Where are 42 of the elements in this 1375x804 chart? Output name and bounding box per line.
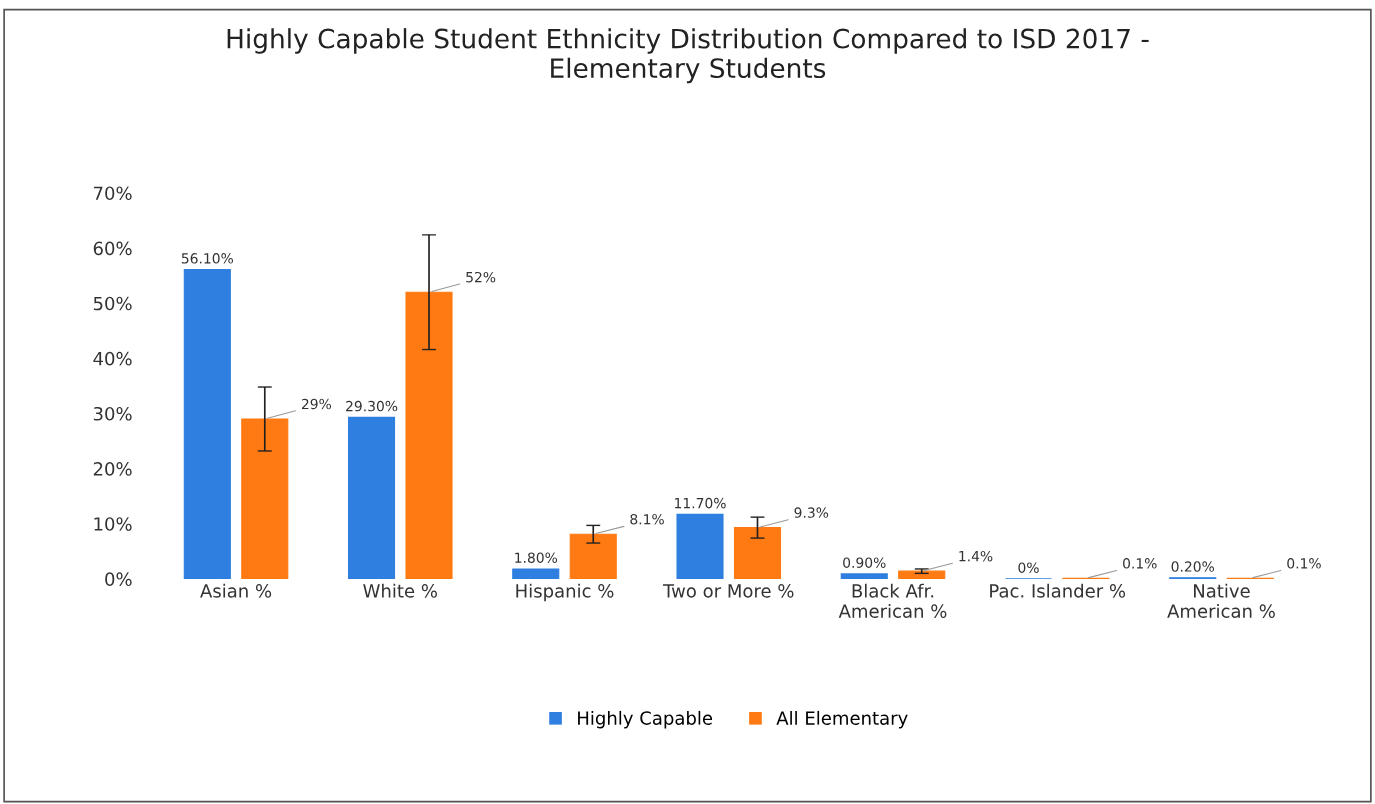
x-tick-label: Pac. Islander %	[990, 583, 1126, 598]
bar	[405, 291, 453, 579]
data-label: 29%	[301, 398, 332, 410]
chart-title: Highly Capable Student Ethnicity Distribution Compared to ISD 2017 - Elementary Students	[227, 28, 1149, 84]
data-label: 52%	[466, 271, 496, 283]
x-tick-label: Native American %	[1167, 583, 1275, 618]
bar	[241, 418, 289, 579]
data-label: 56.10%	[181, 253, 234, 264]
x-tick-label: Black Afr. American %	[838, 583, 947, 618]
bar	[347, 416, 396, 579]
bar	[733, 527, 782, 579]
x-tick-label: Asian %	[200, 583, 272, 598]
y-tick-label: 0%	[105, 572, 132, 586]
data-label: 0.90%	[843, 557, 886, 568]
y-tick-label: 60%	[93, 241, 132, 256]
data-label: 0.20%	[1171, 561, 1215, 572]
bar	[183, 269, 231, 579]
data-label: 11.70%	[675, 497, 726, 509]
data-label: 0%	[1018, 562, 1039, 573]
bar	[898, 570, 946, 579]
x-tick-label: Hispanic %	[516, 583, 614, 602]
y-tick-label: 40%	[93, 351, 132, 366]
bar	[512, 568, 560, 579]
data-label: 29.30%	[346, 400, 398, 412]
data-label: 8.1%	[630, 513, 664, 525]
data-label: 1.4%	[959, 550, 993, 562]
x-tick-label: White %	[363, 583, 437, 598]
y-tick-label: 20%	[93, 462, 132, 476]
data-label: 0.1%	[1287, 558, 1321, 569]
y-tick-label: 10%	[94, 517, 132, 531]
y-tick-label: 30%	[93, 406, 132, 421]
bar	[569, 533, 617, 579]
data-label: 0.1%	[1123, 558, 1157, 569]
bar	[840, 573, 888, 579]
y-tick-label: 70%	[93, 186, 132, 201]
y-tick-label: 50%	[93, 296, 132, 311]
bar	[676, 513, 724, 579]
data-label: 1.80%	[515, 552, 558, 563]
legend-label: All Elementary	[776, 710, 908, 729]
x-tick-label: Two or More %	[662, 584, 794, 598]
data-label: 9.3%	[794, 507, 829, 518]
legend-label: Highly Capable	[578, 710, 713, 729]
